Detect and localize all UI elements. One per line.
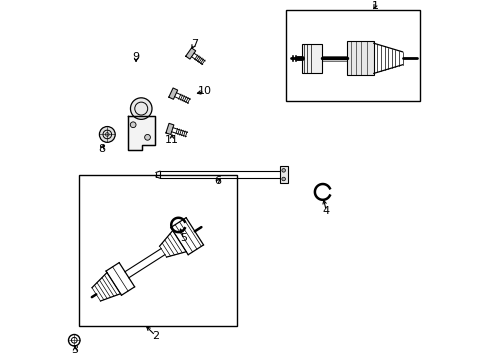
Text: 11: 11 [164, 135, 179, 145]
Bar [79, 175, 237, 326]
Polygon shape [168, 88, 177, 99]
Circle shape [281, 177, 285, 181]
Text: 6: 6 [214, 176, 221, 186]
Text: 7: 7 [190, 39, 197, 49]
Polygon shape [185, 48, 195, 59]
Polygon shape [165, 123, 173, 135]
Text: 8: 8 [98, 144, 105, 154]
Text: 9: 9 [132, 51, 139, 62]
Text: 3: 3 [71, 345, 78, 355]
Bar [285, 10, 420, 102]
Polygon shape [127, 116, 154, 150]
Bar [302, 44, 321, 73]
Circle shape [99, 127, 115, 142]
Bar [346, 41, 373, 75]
Circle shape [135, 102, 147, 115]
Circle shape [281, 168, 285, 172]
Text: 5: 5 [180, 233, 186, 243]
Text: 2: 2 [152, 330, 159, 341]
Circle shape [130, 98, 152, 120]
Bar [279, 166, 287, 183]
Text: 10: 10 [198, 86, 212, 96]
Text: 4: 4 [322, 206, 329, 216]
Circle shape [144, 134, 150, 140]
Circle shape [130, 122, 136, 128]
Text: 1: 1 [370, 1, 378, 11]
